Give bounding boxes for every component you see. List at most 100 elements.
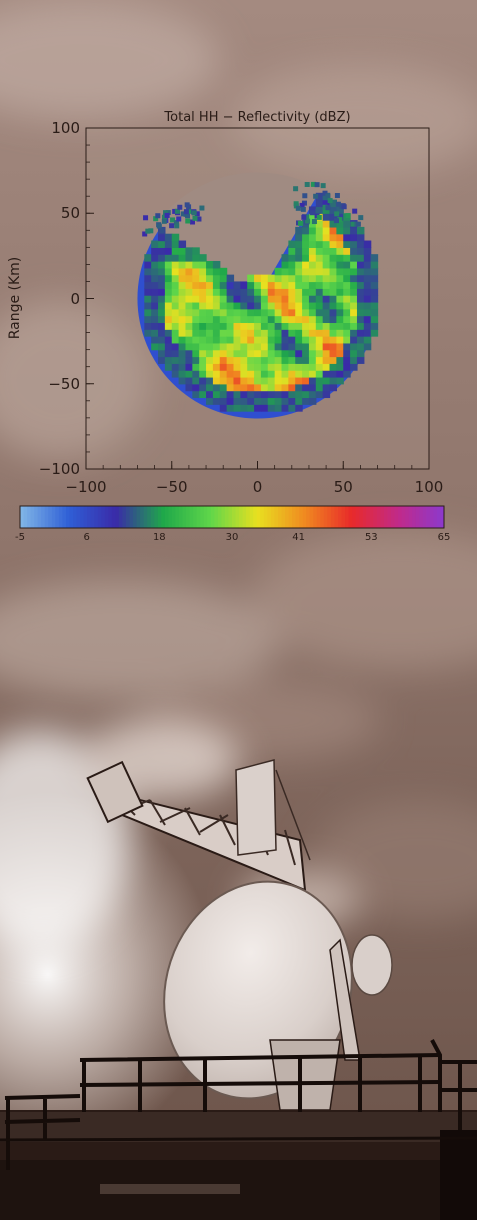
reflectivity-cell xyxy=(329,356,337,364)
reflectivity-cell xyxy=(281,397,289,405)
reflectivity-cell xyxy=(363,247,372,255)
reflectivity-cell xyxy=(308,376,317,385)
reflectivity-cell xyxy=(356,260,365,269)
reflectivity-cell xyxy=(191,210,197,216)
reflectivity-cell xyxy=(260,370,269,378)
reflectivity-cell xyxy=(343,322,351,330)
reflectivity-cell xyxy=(356,247,365,255)
reflectivity-cell xyxy=(322,342,331,351)
reflectivity-cell xyxy=(199,370,207,378)
reflectivity-cell xyxy=(206,356,214,364)
reflectivity-cell xyxy=(343,329,351,337)
reflectivity-cell xyxy=(267,308,276,317)
reflectivity-cell xyxy=(295,383,303,392)
reflectivity-cell xyxy=(274,308,283,317)
colorbar-segment xyxy=(253,506,258,528)
reflectivity-cell xyxy=(288,254,296,262)
reflectivity-cell xyxy=(336,329,344,337)
reflectivity-cell xyxy=(288,267,296,276)
reflectivity-cell xyxy=(183,209,189,215)
colorbar-segment xyxy=(398,506,403,528)
reflectivity-cell xyxy=(164,267,173,276)
reflectivity-cell xyxy=(212,370,221,378)
reflectivity-cell xyxy=(336,336,344,344)
reflectivity-cell xyxy=(206,329,214,337)
colorbar-segment xyxy=(136,506,141,528)
reflectivity-cell xyxy=(343,342,351,351)
colorbar-segment xyxy=(41,506,46,528)
reflectivity-cell xyxy=(178,274,187,283)
reflectivity-cell xyxy=(334,193,340,199)
reflectivity-cell xyxy=(343,220,351,228)
reflectivity-cell xyxy=(254,370,262,378)
reflectivity-cell xyxy=(274,404,283,412)
reflectivity-cell xyxy=(302,349,310,358)
reflectivity-cell xyxy=(178,308,187,317)
reflectivity-cell xyxy=(281,274,289,283)
reflectivity-cell xyxy=(288,404,296,412)
reflectivity-cell xyxy=(310,181,316,187)
colorbar-segment xyxy=(440,506,445,528)
reflectivity-cell xyxy=(350,247,358,255)
reflectivity-cell xyxy=(189,219,195,225)
reflectivity-cell xyxy=(206,342,214,351)
reflectivity-cell xyxy=(295,370,303,378)
reflectivity-cell xyxy=(343,315,351,324)
reflectivity-cell xyxy=(295,233,303,242)
reflectivity-cell xyxy=(325,193,331,199)
reflectivity-cell xyxy=(308,233,317,242)
reflectivity-cell xyxy=(343,240,351,248)
reflectivity-cell xyxy=(206,288,214,296)
reflectivity-cell xyxy=(247,390,255,399)
reflectivity-cell xyxy=(281,370,289,378)
reflectivity-cell xyxy=(226,349,235,358)
reflectivity-cell xyxy=(192,260,200,269)
reflectivity-cell xyxy=(295,226,303,235)
reflectivity-cell xyxy=(295,267,303,276)
reflectivity-cell xyxy=(171,308,180,317)
reflectivity-cell xyxy=(288,329,296,337)
reflectivity-cell xyxy=(219,301,228,310)
colorbar-segment xyxy=(419,506,424,528)
reflectivity-cell xyxy=(343,233,351,242)
reflectivity-cell xyxy=(151,295,159,303)
y-tick-label: −100 xyxy=(38,460,80,478)
colorbar-segment xyxy=(94,506,99,528)
reflectivity-cell xyxy=(186,208,192,214)
reflectivity-cell xyxy=(295,308,303,317)
reflectivity-cell xyxy=(212,267,221,276)
reflectivity-cell xyxy=(343,247,351,255)
reflectivity-cell xyxy=(363,281,372,289)
reflectivity-cell xyxy=(288,295,296,303)
colorbar-segment xyxy=(242,506,247,528)
reflectivity-cell xyxy=(302,247,310,255)
reflectivity-cell xyxy=(356,295,365,303)
reflectivity-cell xyxy=(288,383,296,392)
reflectivity-cell xyxy=(313,193,319,199)
reflectivity-cell xyxy=(281,295,289,303)
rooftop-building xyxy=(0,1110,477,1220)
reflectivity-cell xyxy=(158,322,166,330)
reflectivity-cell xyxy=(219,274,228,283)
reflectivity-cell xyxy=(254,342,262,351)
reflectivity-cell xyxy=(302,254,310,262)
reflectivity-cell xyxy=(356,267,365,276)
reflectivity-cell xyxy=(363,295,372,303)
reflectivity-cell xyxy=(336,240,344,248)
reflectivity-cell xyxy=(247,281,255,289)
reflectivity-cell xyxy=(356,329,365,337)
reflectivity-cell xyxy=(226,288,235,296)
reflectivity-cell xyxy=(322,322,331,330)
reflectivity-cell xyxy=(281,349,289,358)
reflectivity-cell xyxy=(329,308,337,317)
reflectivity-cell xyxy=(281,363,289,371)
reflectivity-cell xyxy=(295,376,303,385)
reflectivity-cell xyxy=(297,220,303,226)
reflectivity-cell xyxy=(329,315,337,324)
colorbar-segment xyxy=(207,506,212,528)
reflectivity-cell xyxy=(274,315,283,324)
reflectivity-cell xyxy=(341,204,347,210)
reflectivity-cell xyxy=(336,267,344,276)
reflectivity-cell xyxy=(178,376,187,385)
reflectivity-cell xyxy=(212,288,221,296)
